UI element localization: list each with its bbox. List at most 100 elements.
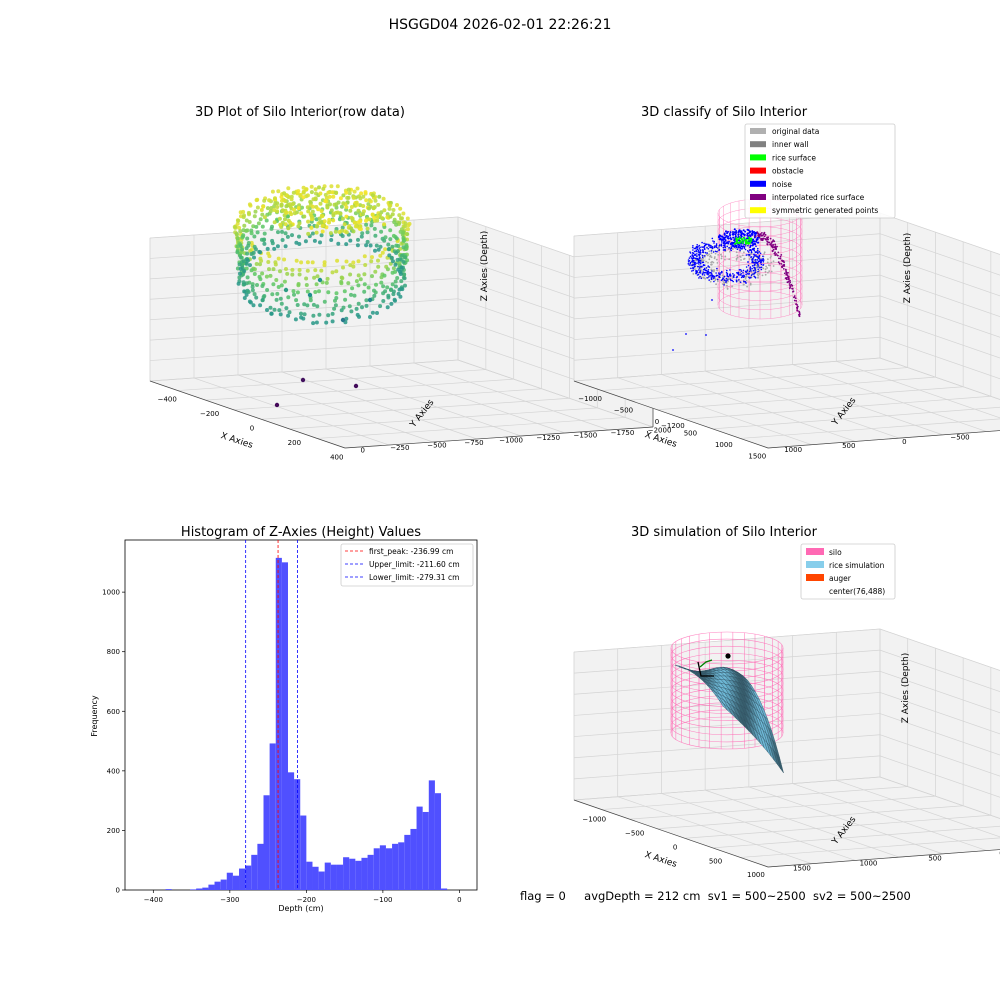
interpolated-point (759, 233, 762, 235)
noise-point (696, 262, 698, 265)
y-tick-label: 1000 (860, 860, 878, 868)
data-point (325, 276, 330, 281)
data-point (330, 311, 335, 316)
noise-point (723, 284, 725, 286)
data-point (249, 268, 254, 273)
noise-point (731, 279, 733, 282)
interpolated-point (796, 306, 798, 309)
data-point (383, 247, 388, 252)
data-point (339, 204, 344, 209)
grid-line (573, 254, 881, 278)
y-tick-label: 200 (107, 827, 120, 835)
legend-label: first_peak: -236.99 cm (369, 547, 453, 556)
noise-point (691, 261, 693, 263)
data-point (350, 286, 355, 291)
noise-point (693, 250, 696, 253)
data-point (397, 220, 402, 225)
noise-point (730, 238, 733, 241)
noise-point (698, 259, 701, 262)
noise-point (746, 269, 749, 271)
data-point (367, 206, 371, 211)
interpolated-point (787, 271, 789, 274)
data-point (276, 189, 281, 194)
data-point (257, 274, 262, 279)
noise-point (705, 334, 707, 336)
grid-line (617, 796, 812, 865)
data-point (284, 204, 289, 209)
original-point (718, 246, 720, 249)
noise-point (726, 269, 728, 272)
noise-point (754, 259, 756, 261)
noise-point (721, 278, 724, 281)
original-point (758, 269, 761, 272)
interpolated-point (780, 254, 783, 256)
noise-point (738, 279, 740, 281)
noise-point (708, 245, 710, 247)
grid-line (149, 216, 459, 239)
noise-point (725, 277, 728, 280)
data-point (344, 259, 349, 264)
noise-point (713, 277, 715, 280)
grid-line (573, 336, 881, 361)
original-point (694, 268, 696, 271)
data-point (251, 303, 256, 308)
rice-surface-point (745, 242, 748, 245)
noise-point (744, 270, 747, 273)
noise-point (720, 241, 723, 243)
original-point (741, 254, 744, 257)
noise-point (742, 269, 745, 272)
grid-line (879, 233, 1000, 276)
data-point (353, 211, 358, 216)
data-point (280, 229, 284, 234)
noise-point (725, 242, 728, 245)
data-point (251, 250, 256, 255)
noise-point (722, 236, 725, 239)
data-point (280, 208, 285, 213)
data-point (304, 283, 309, 287)
interpolated-point (777, 251, 780, 254)
interpolated-point (763, 235, 766, 238)
noise-point (725, 230, 727, 233)
noise-point (703, 242, 705, 245)
noise-point (732, 231, 734, 233)
grid-line (740, 837, 1000, 858)
noise-point (696, 246, 699, 249)
x-tick-label: 1000 (715, 441, 733, 449)
data-point (358, 203, 363, 208)
classify-legend: original data inner wall rice surface obsta… (744, 123, 896, 219)
original-point (772, 265, 775, 267)
data-point (316, 207, 321, 212)
data-point (388, 228, 393, 233)
original-point (711, 260, 713, 263)
data-point (343, 297, 348, 302)
grid-line (237, 374, 434, 443)
raw-plot-points (232, 184, 412, 408)
original-point (720, 253, 722, 256)
data-point (356, 283, 361, 288)
data-point (387, 206, 392, 211)
original-point (724, 255, 727, 258)
original-point (715, 258, 718, 261)
histogram-bar (306, 861, 313, 890)
data-point (398, 206, 403, 211)
original-point (707, 261, 709, 264)
noise-point (699, 265, 701, 268)
noise-point (730, 246, 733, 248)
interpolated-point (769, 237, 772, 240)
histogram-legend: first_peak: -236.99 cm Upper_limit: -211.… (340, 543, 474, 587)
data-point (282, 279, 287, 284)
data-point (268, 273, 273, 278)
grid-line (879, 254, 1000, 297)
legend-label: Lower_limit: -279.31 cm (369, 573, 459, 582)
data-point (388, 214, 393, 219)
histogram-bar (232, 875, 240, 890)
x-tick-label: 0 (457, 896, 461, 904)
classify-3d-plot: 3D classify of Silo Interior −1000 −500 0 5… (573, 105, 1000, 461)
noise-point (722, 246, 725, 249)
interpolated-point (758, 234, 761, 237)
original-point (736, 254, 739, 257)
noise-point (721, 271, 723, 273)
noise-point (728, 246, 730, 249)
noise-point (701, 254, 704, 257)
data-point (234, 232, 239, 236)
